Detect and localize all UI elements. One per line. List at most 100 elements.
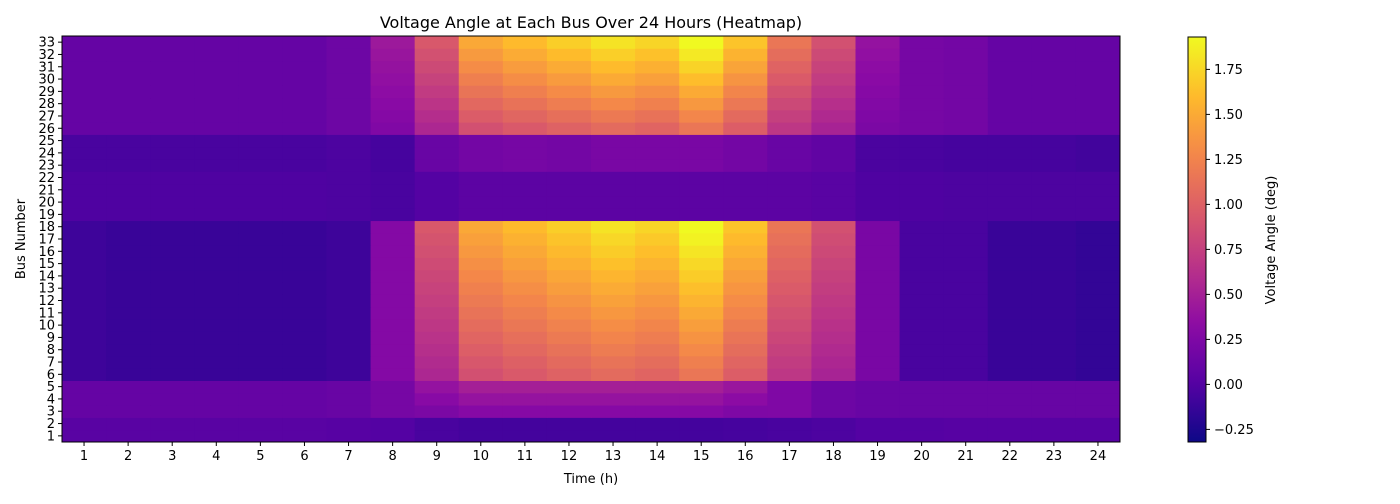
heatmap-cell: [458, 269, 504, 283]
heatmap-cell: [899, 208, 945, 222]
heatmap-cell: [811, 405, 856, 418]
heatmap-cell: [326, 146, 372, 160]
heatmap-cell: [370, 220, 416, 234]
heatmap-cell: [282, 85, 327, 99]
heatmap-cell: [458, 318, 504, 332]
heatmap-cell: [1031, 294, 1077, 308]
heatmap-cell: [194, 318, 239, 332]
heatmap-cell: [899, 417, 945, 431]
heatmap-cell: [1031, 72, 1077, 86]
heatmap-cell: [370, 97, 416, 111]
heatmap-cell: [679, 294, 724, 308]
heatmap-cell: [238, 134, 283, 148]
heatmap-cell: [370, 306, 416, 320]
heatmap-cell: [238, 282, 283, 295]
x-tick-label: 7: [344, 449, 352, 464]
heatmap-cell: [238, 306, 283, 320]
heatmap-cell: [767, 269, 812, 283]
heatmap-cell: [1031, 368, 1077, 381]
heatmap-cell: [767, 232, 812, 246]
heatmap-cell: [855, 417, 901, 431]
heatmap-cell: [370, 208, 416, 222]
heatmap-cell: [546, 195, 592, 209]
heatmap-cell: [767, 171, 812, 185]
heatmap-cell: [414, 134, 460, 148]
heatmap-cell: [1075, 269, 1121, 283]
heatmap-cell: [811, 60, 856, 74]
colorbar-tick-label: 1.50: [1214, 108, 1243, 123]
heatmap-cell: [62, 269, 107, 283]
heatmap-cell: [591, 232, 636, 246]
heatmap-cell: [1075, 72, 1121, 86]
heatmap-cell: [855, 355, 901, 369]
heatmap-cell: [370, 368, 416, 381]
heatmap-cell: [987, 282, 1033, 295]
heatmap-cell: [899, 429, 945, 443]
heatmap-cell: [1075, 134, 1121, 148]
colorbar-tick-label: 1.25: [1214, 153, 1243, 168]
heatmap-cell: [679, 318, 724, 332]
heatmap-cell: [282, 245, 327, 258]
heatmap-cell: [150, 97, 195, 111]
heatmap-cell: [326, 245, 372, 258]
heatmap-cell: [635, 36, 680, 49]
heatmap-cell: [635, 306, 680, 320]
heatmap-cell: [811, 331, 856, 345]
heatmap-cell: [987, 429, 1033, 443]
heatmap-cell: [282, 368, 327, 381]
heatmap-cell: [62, 72, 107, 86]
heatmap-cell: [194, 343, 239, 357]
heatmap-cell: [1075, 405, 1121, 418]
heatmap-cell: [723, 294, 768, 308]
heatmap-cell: [855, 171, 901, 185]
y-tick-label: 20: [38, 196, 55, 211]
heatmap-cell: [62, 48, 107, 62]
heatmap-cell: [326, 417, 372, 431]
heatmap-cell: [811, 294, 856, 308]
y-tick-label: 31: [38, 60, 55, 75]
heatmap-cell: [767, 405, 812, 418]
heatmap-cell: [679, 97, 724, 111]
heatmap-cell: [194, 405, 239, 418]
heatmap-cell: [150, 159, 195, 172]
heatmap-cell: [546, 392, 592, 406]
heatmap-cell: [414, 48, 460, 62]
heatmap-cell: [62, 429, 107, 443]
y-axis-label: Bus Number: [14, 198, 29, 279]
heatmap-cell: [635, 72, 680, 86]
heatmap-cell: [106, 122, 151, 135]
heatmap-cell: [767, 85, 812, 99]
heatmap-cell: [458, 208, 504, 222]
heatmap-cell: [238, 183, 283, 197]
heatmap-cell: [370, 257, 416, 271]
heatmap-cell: [458, 429, 504, 443]
y-tick-label: 25: [38, 134, 55, 149]
heatmap-cell: [679, 429, 724, 443]
heatmap-cell: [106, 134, 151, 148]
heatmap-cell: [723, 417, 768, 431]
heatmap-cell: [811, 306, 856, 320]
y-tick-label: 28: [38, 97, 55, 112]
heatmap-cell: [855, 159, 901, 172]
heatmap-cell: [458, 232, 504, 246]
heatmap-cell: [1075, 97, 1121, 111]
heatmap-cell: [855, 146, 901, 160]
heatmap-cell: [855, 245, 901, 258]
heatmap-cell: [502, 392, 548, 406]
heatmap-cell: [150, 122, 195, 135]
heatmap-cell: [238, 232, 283, 246]
heatmap-cell: [458, 134, 504, 148]
heatmap-cell: [238, 405, 283, 418]
heatmap-cell: [855, 208, 901, 222]
heatmap-cell: [723, 282, 768, 295]
heatmap-cell: [106, 183, 151, 197]
heatmap-cell: [899, 294, 945, 308]
heatmap-cell: [1031, 355, 1077, 369]
heatmap-cell: [635, 380, 680, 394]
heatmap-cell: [723, 245, 768, 258]
heatmap-cell: [106, 232, 151, 246]
heatmap-cell: [282, 183, 327, 197]
heatmap-cell: [591, 368, 636, 381]
heatmap-cell: [282, 257, 327, 271]
heatmap-cell: [502, 282, 548, 295]
